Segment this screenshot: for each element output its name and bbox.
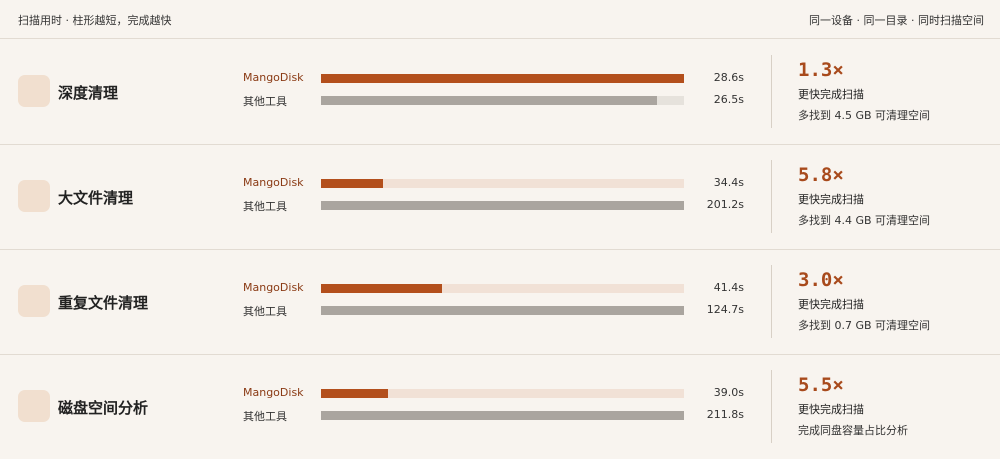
category-row: 深度清理 MangoDisk 28.6s 其他工具 26.5s 1.3× 更快完成扫描多找到… <box>0 39 1000 145</box>
header: 扫描用时 · 柱形越短，完成越快 同一设备 · 同一目录 · 同时扫描空间 <box>0 0 1000 39</box>
time-value: 201.2s <box>706 198 744 211</box>
time-value: 26.5s <box>713 93 744 106</box>
bar-track <box>321 284 684 293</box>
tool-label: 其他工具 <box>243 95 287 108</box>
tool-label: MangoDisk <box>243 71 304 84</box>
bar-track <box>321 411 684 420</box>
bar-track <box>321 201 684 210</box>
space-note: 多找到 4.5 GB 可清理空间 <box>798 109 931 122</box>
time-value: 28.6s <box>713 71 744 84</box>
space-note: 多找到 0.7 GB 可清理空间 <box>798 319 931 332</box>
tool-label: MangoDisk <box>243 176 304 189</box>
divider <box>771 160 772 233</box>
divider <box>771 55 772 128</box>
time-value: 124.7s <box>706 303 744 316</box>
time-value: 34.4s <box>713 176 744 189</box>
bar-track <box>321 306 684 315</box>
speedup: 5.8× <box>798 164 844 186</box>
category-name: 磁盘空间分析 <box>58 399 149 417</box>
bar-track <box>321 179 684 188</box>
time-bar <box>321 74 684 83</box>
category-row: 大文件清理 MangoDisk 34.4s 其他工具 201.2s 5.8× 更快完成扫描多… <box>0 144 1000 250</box>
time-bar <box>321 306 684 315</box>
tool-label: 其他工具 <box>243 200 287 213</box>
category-icon <box>18 285 50 317</box>
time-bar <box>321 389 388 398</box>
speedup: 1.3× <box>798 59 844 81</box>
speedup: 3.0× <box>798 269 844 291</box>
category-row: 重复文件清理 MangoDisk 41.4s 其他工具 124.7s 3.0× 更快完成扫描… <box>0 249 1000 355</box>
divider <box>771 370 772 443</box>
speedup-note: 更快完成扫描 <box>798 403 864 416</box>
time-value: 39.0s <box>713 386 744 399</box>
category-icon <box>18 390 50 422</box>
category-icon <box>18 75 50 107</box>
time-bar <box>321 411 684 420</box>
space-note: 多找到 4.4 GB 可清理空间 <box>798 214 931 227</box>
category-name: 深度清理 <box>58 84 119 102</box>
space-note: 完成同盘容量占比分析 <box>798 424 908 437</box>
category-name: 大文件清理 <box>58 189 134 207</box>
speedup: 5.5× <box>798 374 844 396</box>
tool-label: MangoDisk <box>243 386 304 399</box>
time-value: 41.4s <box>713 281 744 294</box>
category-name: 重复文件清理 <box>58 294 149 312</box>
time-bar <box>321 179 384 188</box>
category-icon <box>18 180 50 212</box>
speedup-note: 更快完成扫描 <box>798 193 864 206</box>
bar-track <box>321 389 684 398</box>
time-bar <box>321 284 442 293</box>
category-row: 磁盘空间分析 MangoDisk 39.0s 其他工具 211.8s 5.5× 更快完成扫描… <box>0 354 1000 459</box>
time-value: 211.8s <box>706 408 744 421</box>
header-conditions: 同一设备 · 同一目录 · 同时扫描空间 <box>809 14 984 27</box>
speedup-note: 更快完成扫描 <box>798 298 864 311</box>
bar-track <box>321 96 684 105</box>
header-note: 扫描用时 · 柱形越短，完成越快 <box>18 14 172 27</box>
time-bar <box>321 96 658 105</box>
speedup-note: 更快完成扫描 <box>798 88 864 101</box>
tool-label: 其他工具 <box>243 305 287 318</box>
tool-label: 其他工具 <box>243 410 287 423</box>
tool-label: MangoDisk <box>243 281 304 294</box>
divider <box>771 265 772 338</box>
bar-track <box>321 74 684 83</box>
time-bar <box>321 201 684 210</box>
